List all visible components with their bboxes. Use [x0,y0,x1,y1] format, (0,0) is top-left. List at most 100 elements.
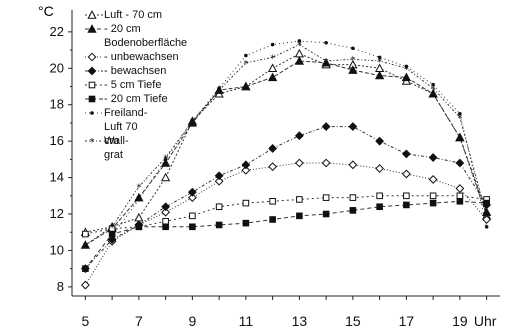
legend-item-4: - 5 cm Tiefe [84,78,187,92]
data-point-series-4 [322,194,330,201]
legend-symbol [90,111,94,115]
x-tick-label: 9 [188,313,196,329]
axes: 8 10 12 14 16 18 20 22 5 7 9 11 13 15 17 19 Uhr [50,10,500,329]
data-point-series-3 [321,122,331,131]
data-point-series-1 [241,81,251,91]
y-tick-label: 16 [50,133,64,148]
data-point-series-7: * [457,113,462,124]
legend-symbol [87,10,97,19]
data-point-series-5 [242,219,250,227]
legend-item-5: - 20 cm Tiefe [84,92,187,106]
y-tick-label: 22 [50,24,64,39]
data-point-series-6 [217,86,221,91]
data-point-series-7: * [163,154,168,165]
legend-marker-4 [84,78,104,92]
data-point-series-4 [296,196,303,203]
data-point-series-4 [162,218,169,225]
data-point-series-5 [296,212,303,220]
legend-item-0: Luft - 70 cm [84,8,187,22]
legend-marker-svg [85,24,103,33]
data-point-series-4 [82,230,89,238]
data-point-series-7: * [83,241,88,252]
data-point-series-0 [267,63,278,72]
data-point-series-6 [137,197,141,202]
x-tick-label: 11 [239,313,254,329]
data-point-series-7: * [297,41,302,52]
data-point-series-7: * [431,84,436,95]
data-point-series-5 [376,203,383,211]
data-point-series-7: * [324,57,329,68]
data-point-series-2 [348,160,358,170]
data-point-series-4 [215,203,223,211]
data-point-series-1 [428,88,438,98]
data-point-series-4 [403,192,410,200]
data-point-series-6 [377,55,382,60]
data-point-series-3 [428,153,438,162]
data-point-series-3 [107,235,117,244]
y-tick-label: 12 [50,206,64,221]
legend-marker-svg [85,81,103,89]
legend-item-7: * Wall-grat [84,134,187,162]
data-point-series-5 [429,199,437,207]
data-point-series-2 [268,162,278,172]
data-point-series-1 [401,72,412,82]
legend-marker-3 [84,64,104,78]
legend-item-2: - unbewachsen [84,50,187,64]
legend-label-3: - bewachsen [104,65,167,77]
data-point-series-2 [294,158,304,168]
legend-item-3: - bewachsen [84,64,187,78]
legend-symbol [88,95,96,103]
y-tick-label: 8 [57,279,64,294]
x-tick-label: 15 [345,313,361,329]
legend-label-0: Luft - 70 cm [104,9,163,21]
data-point-series-1 [374,70,385,80]
data-point-series-7: * [110,223,115,234]
data-point-series-5 [215,221,223,229]
data-point-series-2 [161,207,171,217]
data-point-series-5 [349,207,357,214]
data-point-series-1 [294,56,305,65]
data-point-series-6 [458,112,462,116]
legend-heading: Bodenoberfläche [104,37,188,49]
data-point-series-7: * [270,53,275,64]
legend-label-4: - 5 cm Tiefe [104,79,162,91]
data-point-series-6 [244,53,248,58]
data-point-series-6 [110,234,114,238]
data-point-series-3 [187,187,197,197]
x-tick-label: 17 [399,313,415,329]
data-point-series-2 [428,175,438,184]
y-unit-label: °C [38,3,54,19]
data-point-series-3 [401,149,411,159]
series-line-5 [84,200,487,269]
legend-marker-svg [85,52,103,62]
legend-marker-2 [84,50,104,64]
data-point-series-5 [189,223,196,231]
data-point-series-5 [322,210,330,218]
data-point-series-7: * [243,59,248,70]
data-point-series-7: * [377,57,382,68]
y-tick-label: 20 [50,60,64,75]
x-tick-label: 19 [452,313,468,329]
data-point-series-7: * [484,212,489,223]
legend-marker-5 [84,92,104,106]
data-point-series-6 [270,42,275,47]
legend-label-2: - unbewachsen [104,51,179,63]
y-tick-label: 14 [50,170,64,185]
legend-marker-6 [84,106,104,120]
data-point-series-5 [269,216,276,223]
data-point-series-6 [484,224,489,229]
series-line-1 [85,60,488,246]
data-point-series-1 [80,240,91,249]
legend-marker-7: * [84,134,104,148]
data-point-series-1 [321,57,331,67]
data-point-series-3 [161,202,171,212]
data-point-series-7: * [350,55,355,66]
data-point-series-3 [455,158,465,168]
series-line-2 [84,162,488,286]
legend-marker-svg [85,95,103,103]
data-point-series-2 [187,193,197,203]
data-point-series-5 [483,199,490,207]
data-point-series-2 [241,165,251,175]
x-tick-label: 5 [81,313,89,329]
